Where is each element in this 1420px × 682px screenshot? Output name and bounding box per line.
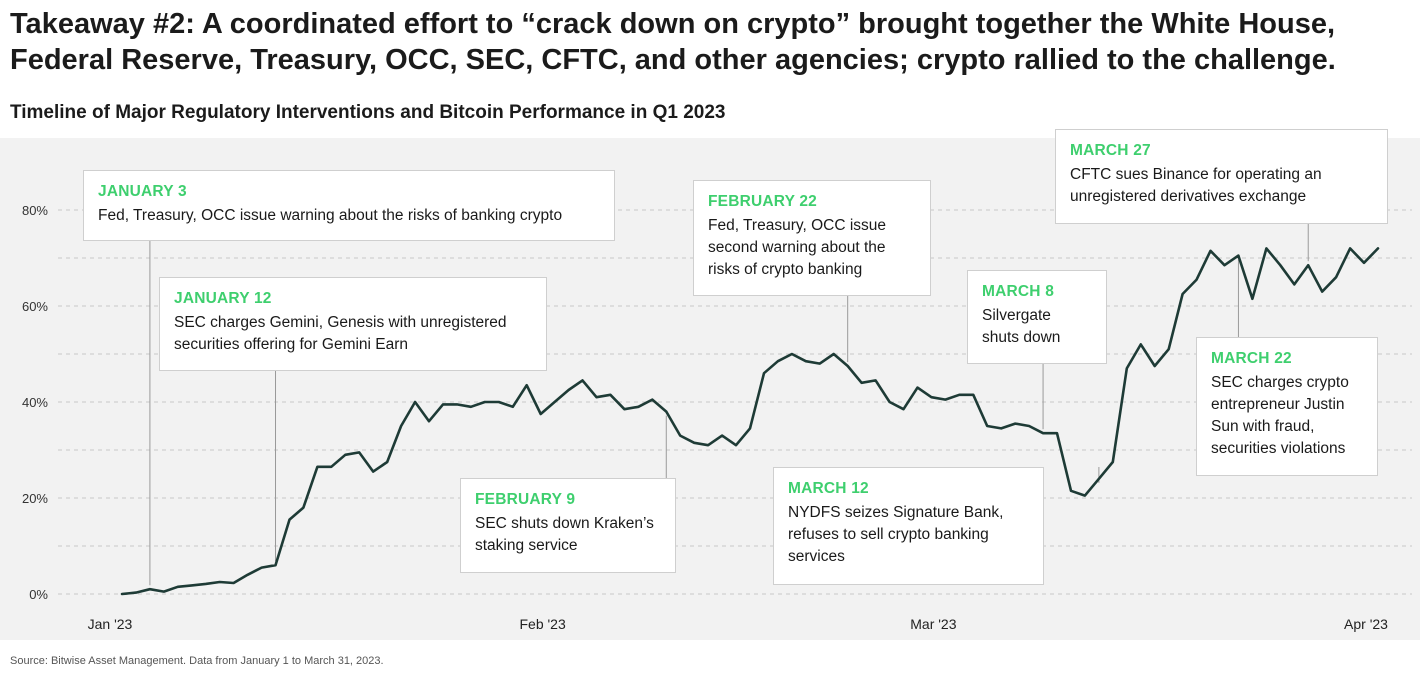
x-tick-label: Apr '23 [1344, 616, 1388, 632]
tick-layer: 0% 20% 40% 60% 80% Jan '23 Feb '23 Mar '23 Apr '… [22, 203, 1388, 632]
chart-title: Timeline of Major Regulatory Interventio… [10, 102, 726, 123]
callout-text: NYDFS seizes Signature Bank, refuses to … [788, 504, 1004, 565]
callout-date: MARCH 8 [982, 283, 1055, 300]
x-tick-label: Feb '23 [519, 616, 565, 632]
callout-february-22: FEBRUARY 22 Fed, Treasury, OCC issue sec… [693, 180, 931, 296]
callout-march-27: MARCH 27 CFTC sues Binance for operating… [1055, 129, 1388, 224]
callout-date: MARCH 22 [1211, 350, 1292, 367]
callout-date: JANUARY 12 [174, 290, 272, 307]
callout-text: Fed, Treasury, OCC issue second warning … [708, 217, 887, 278]
callout-date: JANUARY 3 [98, 183, 187, 200]
y-tick-label: 60% [22, 299, 48, 314]
callout-text: CFTC sues Binance for operating an unreg… [1070, 166, 1322, 205]
callout-text: SEC charges crypto entrepreneur Justin S… [1211, 374, 1349, 457]
series-layer [120, 247, 1380, 596]
bitcoin-performance-line [120, 247, 1380, 596]
callout-march-8: MARCH 8 Silvergate shuts down [967, 270, 1107, 364]
leader-layer [149, 224, 1309, 586]
x-tick-label: Jan '23 [88, 616, 133, 632]
callout-text: SEC shuts down Kraken’s staking service [475, 515, 654, 554]
y-tick-label: 20% [22, 491, 48, 506]
callout-date: MARCH 12 [788, 480, 869, 497]
y-tick-label: 0% [29, 587, 48, 602]
x-tick-label: Mar '23 [910, 616, 956, 632]
callout-date: FEBRUARY 9 [475, 491, 576, 508]
headline: Takeaway #2: A coordinated effort to “cr… [10, 8, 1336, 76]
callout-february-9: FEBRUARY 9 SEC shuts down Kraken’s staki… [460, 478, 676, 573]
callout-date: FEBRUARY 22 [708, 193, 818, 210]
callout-text: SEC charges Gemini, Genesis with unregis… [174, 314, 507, 353]
callout-march-12: MARCH 12 NYDFS seizes Signature Bank, re… [773, 467, 1044, 585]
y-tick-label: 40% [22, 395, 48, 410]
callout-text: Fed, Treasury, OCC issue warning about t… [98, 207, 563, 224]
callout-january-3: JANUARY 3 Fed, Treasury, OCC issue warni… [83, 170, 615, 241]
callout-date: MARCH 27 [1070, 142, 1151, 159]
source-note: Source: Bitwise Asset Management. Data f… [10, 655, 384, 667]
callout-text: Silvergate shuts down [982, 307, 1061, 346]
callout-january-12: JANUARY 12 SEC charges Gemini, Genesis w… [159, 277, 547, 371]
y-tick-label: 80% [22, 203, 48, 218]
callout-march-22: MARCH 22 SEC charges crypto entrepreneur… [1196, 337, 1378, 476]
